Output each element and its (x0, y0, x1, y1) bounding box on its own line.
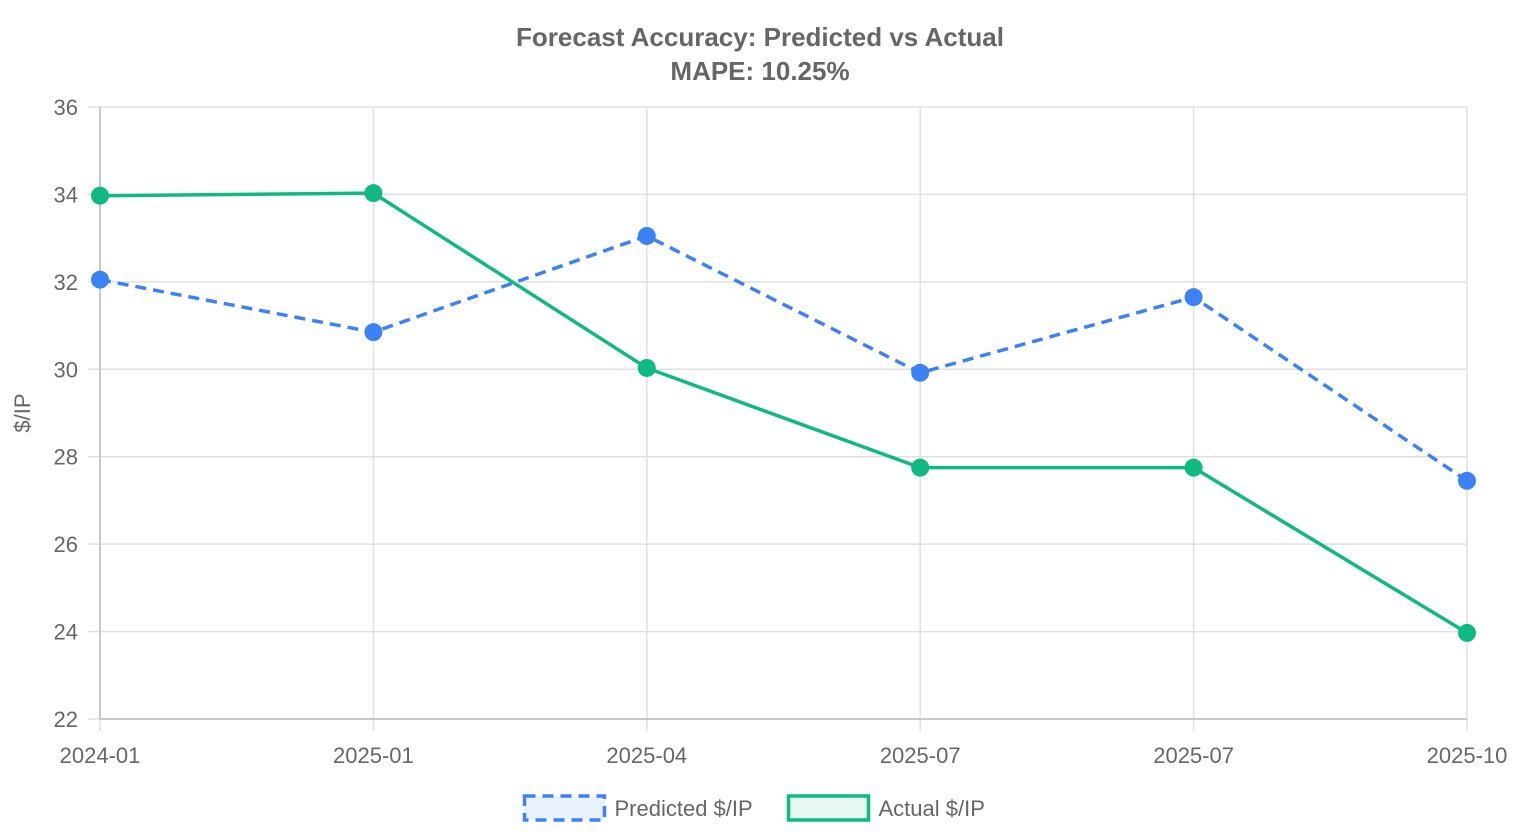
y-tick-label: 26 (54, 532, 78, 557)
y-tick-label: 32 (54, 270, 78, 295)
x-tick-label: 2025-07 (1153, 743, 1234, 768)
series (91, 184, 1476, 642)
y-axis-title: $/IP (10, 393, 35, 432)
chart-subtitle: MAPE: 10.25% (670, 56, 849, 86)
y-tick-label: 34 (54, 182, 78, 207)
series-1 (91, 184, 1476, 642)
data-point[interactable] (911, 363, 930, 382)
x-tick-label: 2025-07 (880, 743, 961, 768)
y-tick-label: 36 (54, 95, 78, 120)
legend[interactable]: Predicted $/IP Actual $/IP (522, 794, 985, 822)
y-tick-label: 28 (54, 445, 78, 470)
grid (88, 106, 1468, 731)
x-tick-labels: 2024-01 2025-01 2025-04 2025-07 2025-07 2025-… (60, 743, 1508, 768)
data-point[interactable] (1184, 288, 1203, 307)
legend-item[interactable]: Predicted $/IP (522, 794, 753, 822)
y-tick-label: 22 (54, 707, 78, 732)
y-tick-labels: 22 24 26 28 30 32 34 36 (54, 95, 78, 732)
data-point[interactable] (364, 184, 383, 203)
series-line (99, 191, 1468, 635)
series-line (99, 234, 1468, 483)
y-tick-label: 24 (54, 620, 78, 645)
data-point[interactable] (1458, 471, 1476, 490)
y-tick-label: 30 (54, 357, 78, 382)
data-point[interactable] (364, 323, 383, 342)
data-point[interactable] (637, 358, 656, 377)
x-tick-label: 2024-01 (60, 743, 141, 768)
legend-swatch (786, 794, 871, 822)
data-point[interactable] (1458, 623, 1476, 642)
data-point[interactable] (1184, 458, 1203, 477)
legend-label: Predicted $/IP (615, 796, 753, 821)
x-tick-label: 2025-01 (333, 743, 414, 768)
data-point[interactable] (911, 458, 930, 477)
data-point[interactable] (91, 186, 109, 205)
x-tick-label: 2025-04 (606, 743, 687, 768)
chart-title: Forecast Accuracy: Predicted vs Actual (516, 22, 1004, 52)
legend-swatch (522, 794, 607, 822)
axes (99, 107, 1467, 720)
legend-item[interactable]: Actual $/IP (786, 794, 985, 822)
legend-label: Actual $/IP (879, 796, 985, 821)
series-0 (91, 226, 1476, 490)
x-tick-label: 2025-10 (1427, 743, 1508, 768)
data-point[interactable] (637, 226, 656, 245)
data-point[interactable] (91, 270, 109, 289)
